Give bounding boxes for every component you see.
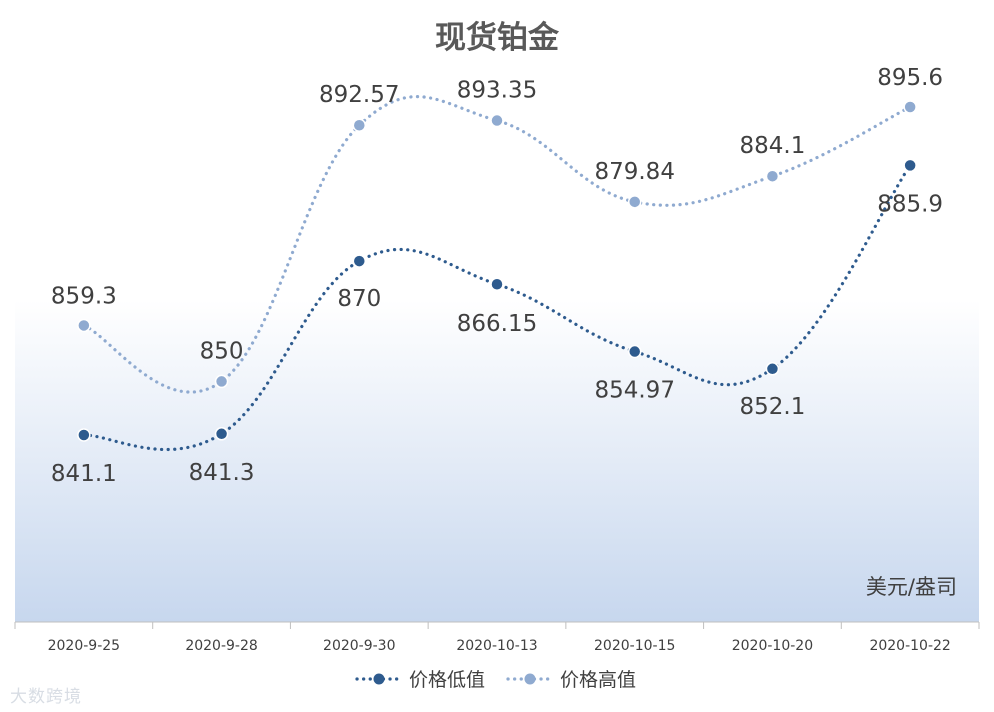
data-point <box>352 254 367 268</box>
watermark-logo: 大数跨境 <box>10 687 82 707</box>
x-tick-label: 2020-10-15 <box>594 638 675 654</box>
data-label-low: 841.1 <box>51 461 117 487</box>
legend: 价格低值 价格高值 <box>355 669 636 691</box>
x-tick-label: 2020-10-13 <box>456 638 537 654</box>
legend-label: 价格高值 <box>560 669 636 691</box>
x-tick-label: 2020-10-20 <box>732 638 813 654</box>
data-point <box>490 277 504 291</box>
data-point <box>765 169 780 183</box>
data-label-high: 879.84 <box>594 159 674 185</box>
data-point <box>77 318 91 333</box>
data-point <box>214 427 229 441</box>
x-tick-label: 2020-10-22 <box>869 638 950 654</box>
data-label-high: 895.6 <box>877 65 943 91</box>
data-label-low: 870 <box>337 286 381 312</box>
data-label-low: 854.97 <box>594 378 674 404</box>
data-label-low: 866.15 <box>457 311 537 337</box>
data-point <box>77 428 91 442</box>
data-label-low: 885.9 <box>877 191 943 217</box>
data-point <box>903 100 917 114</box>
data-point <box>490 113 504 128</box>
data-label-high: 884.1 <box>739 133 805 159</box>
x-tick-label: 2020-9-28 <box>185 638 257 654</box>
data-label-high: 859.3 <box>51 283 117 309</box>
data-label-low: 852.1 <box>739 394 805 420</box>
legend-swatch-marker <box>524 673 536 685</box>
data-point <box>627 344 642 359</box>
data-point <box>903 158 917 173</box>
x-tick-label: 2020-9-25 <box>48 638 120 654</box>
plot-background <box>15 300 979 622</box>
legend-swatch-marker <box>373 673 385 685</box>
data-label-low: 841.3 <box>189 460 255 486</box>
data-label-high: 893.35 <box>457 78 537 104</box>
x-tick-label: 2020-9-30 <box>323 638 395 654</box>
data-point <box>214 374 229 389</box>
data-point <box>627 195 642 209</box>
data-point <box>352 118 367 132</box>
data-label-high: 892.57 <box>319 82 399 108</box>
legend-label: 价格低值 <box>409 669 485 691</box>
data-point <box>765 362 780 376</box>
unit-label: 美元/盎司 <box>866 575 957 599</box>
chart-title: 现货铂金 <box>435 20 560 56</box>
data-label-high: 850 <box>200 338 244 364</box>
